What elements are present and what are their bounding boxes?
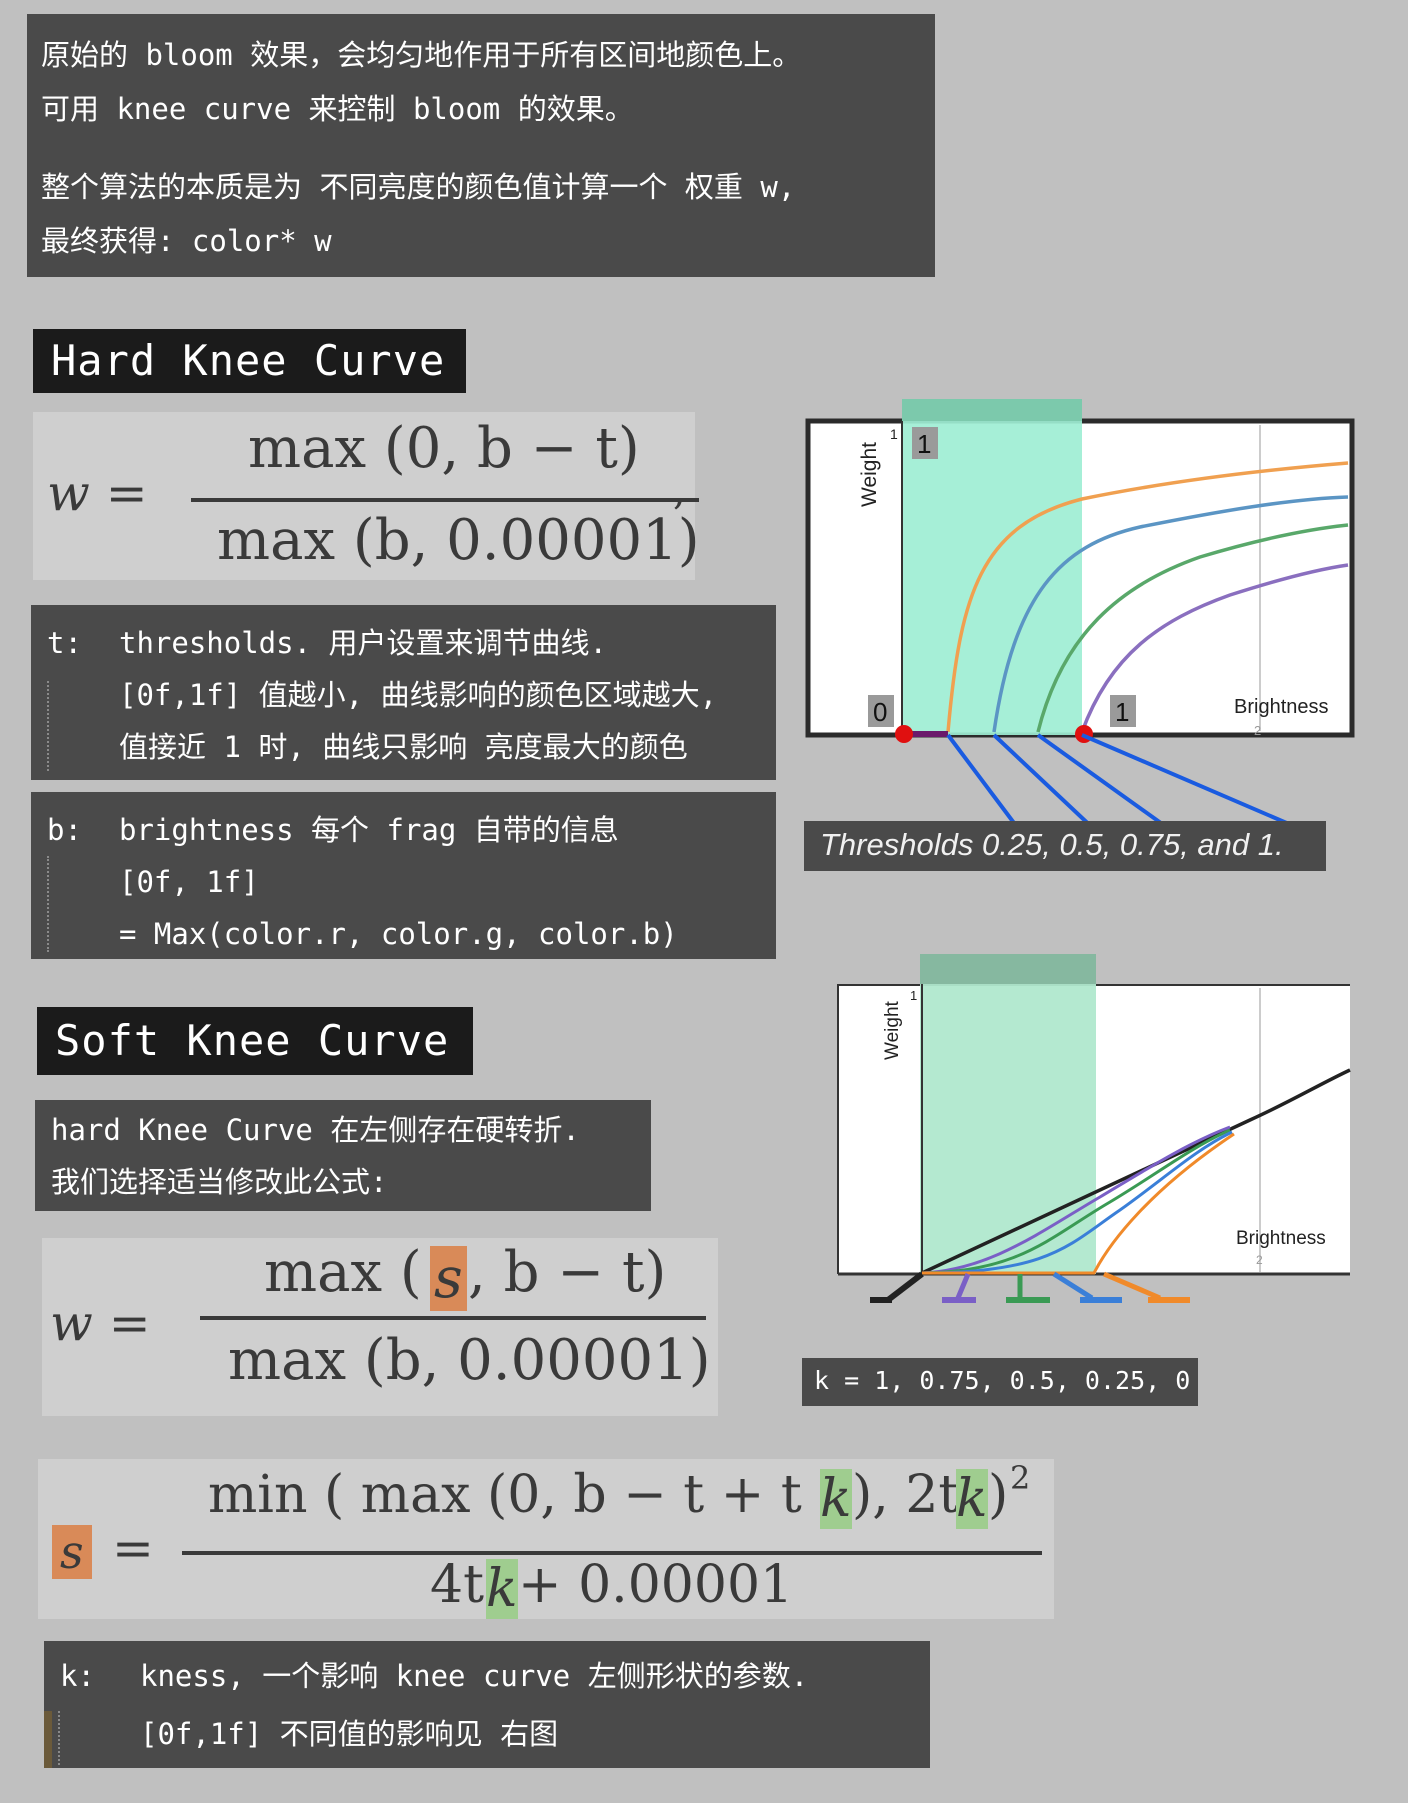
formula-numerator-pre: max ( xyxy=(264,1240,422,1305)
curve-k-0 xyxy=(922,1132,1235,1275)
soft-knee-chart: Weight 1 Brightness 2 xyxy=(837,954,1351,1303)
formula-numerator: max (0, b − t) xyxy=(248,416,640,481)
formula-k-2: k xyxy=(956,1469,988,1529)
soft-note-line-1: hard Knee Curve 在左侧存在硬转折. xyxy=(51,1113,580,1147)
soft-note-line-2: 我们选择适当修改此公式: xyxy=(51,1165,388,1199)
def-t-line-2: [0f,1f] 值越小, 曲线影响的颜色区域越大, xyxy=(119,678,718,712)
def-k-key: k: xyxy=(60,1659,95,1693)
def-k-line-1: kness, 一个影响 knee curve 左侧形状的参数. xyxy=(140,1659,809,1693)
curve-k-1 xyxy=(921,1068,1351,1275)
def-b-line-2: [0f, 1f] xyxy=(119,865,259,899)
soft-knee-formula-s: s = min ( max (0, b − t + t k ), 2t k ) … xyxy=(38,1459,1054,1619)
pointer-line-2 xyxy=(992,733,1098,833)
pointer-k-0.75 xyxy=(955,1273,971,1299)
hard-knee-heading: Hard Knee Curve xyxy=(33,329,466,393)
def-t-line-1: thresholds. 用户设置来调节曲线. xyxy=(119,626,607,660)
formula-denominator: max (b, 0.00001) xyxy=(217,508,700,573)
pointer-line-1 xyxy=(946,733,1022,833)
formula-num-a: min ( max (0, b − t + t xyxy=(208,1465,802,1525)
formula-equals: = xyxy=(112,1519,154,1577)
hard-chart-caption: Thresholds 0.25, 0.5, 0.75, and 1. xyxy=(820,827,1284,862)
intro-line-1: 原始的 bloom 效果，会均匀地作用于所有区间地颜色上。 xyxy=(41,38,802,72)
formula-denominator: max (b, 0.00001) xyxy=(228,1328,711,1393)
x-tick-2: 2 xyxy=(1254,723,1261,738)
tag-one: 1 xyxy=(1115,697,1129,727)
def-b-key: b: xyxy=(47,813,82,847)
indent-guide xyxy=(58,1711,60,1765)
curve-threshold-0.75 xyxy=(1036,523,1349,733)
curve-threshold-1 xyxy=(1080,563,1349,733)
soft-knee-formula-w: w = max ( s , b − t) max (b, 0.00001) xyxy=(42,1238,718,1416)
def-b-line-1: brightness 每个 frag 自带的信息 xyxy=(119,813,619,847)
y-axis-label: Weight xyxy=(858,442,881,507)
formula-comma: , xyxy=(673,468,686,514)
soft-knee-heading: Soft Knee Curve xyxy=(37,1007,473,1075)
pointer-k-0.25 xyxy=(1052,1271,1094,1301)
formula-numerator-post: , b − t) xyxy=(468,1240,667,1305)
y-tick-1: 1 xyxy=(910,988,917,1003)
x-axis-label: Brightness xyxy=(1236,1228,1326,1249)
tag-zero-bg xyxy=(868,695,894,727)
pointer-k-0 xyxy=(1103,1271,1161,1301)
soft-chart-caption-box: k = 1, 0.75, 0.5, 0.25, 0 xyxy=(802,1358,1198,1406)
formula-num-b: ), 2t xyxy=(852,1465,960,1525)
soft-chart-caption: k = 1, 0.75, 0.5, 0.25, 0 xyxy=(814,1366,1191,1395)
fraction-line xyxy=(182,1551,1042,1555)
indent-marker xyxy=(44,1711,52,1768)
knee-band xyxy=(920,954,1096,1274)
soft-note: hard Knee Curve 在左侧存在硬转折. 我们选择适当修改此公式: xyxy=(35,1100,651,1211)
pointer-line-4 xyxy=(1081,733,1297,829)
pointer-k-1 xyxy=(886,1271,924,1303)
curve-k-0.25 xyxy=(921,1130,1233,1275)
pointer-line-3 xyxy=(1036,733,1174,833)
formula-num-c: ) xyxy=(988,1465,1009,1525)
formula-k-1: k xyxy=(820,1469,852,1529)
x-axis-label: Brightness xyxy=(1234,696,1329,718)
formula-k-3: k xyxy=(486,1559,518,1619)
formula-den-b: + 0.00001 xyxy=(518,1555,794,1615)
fraction-line xyxy=(191,498,699,502)
y-axis-label: Weight xyxy=(882,1000,903,1060)
def-t-line-3: 值接近 1 时, 曲线只影响 亮度最大的颜色 xyxy=(119,730,688,764)
definition-k: k: kness, 一个影响 knee curve 左侧形状的参数. [0f,1f… xyxy=(44,1641,930,1768)
intro-box: 原始的 bloom 效果，会均匀地作用于所有区间地颜色上。 可用 knee cu… xyxy=(27,14,935,277)
intro-line-2: 可用 knee curve 来控制 bloom 的效果。 xyxy=(41,92,634,126)
fraction-line xyxy=(200,1316,706,1320)
y-tick-1: 1 xyxy=(890,426,898,442)
tag-zero: 0 xyxy=(873,697,887,727)
tag-top-bg xyxy=(912,427,938,459)
tag-top: 1 xyxy=(917,429,931,459)
curve-k-0.5 xyxy=(921,1128,1231,1275)
indent-guide xyxy=(47,681,49,771)
formula-lhs: w = xyxy=(50,1294,151,1352)
hard-knee-formula: w = max (0, b − t) max (b, 0.00001) , xyxy=(33,412,700,580)
formula-s-highlight: s xyxy=(430,1246,467,1311)
definition-t: t: thresholds. 用户设置来调节曲线. [0f,1f] 值越小, 曲线… xyxy=(31,605,776,780)
definition-b: b: brightness 每个 frag 自带的信息 [0f, 1f] = Ma… xyxy=(31,792,776,959)
curve-k-0.75 xyxy=(921,1125,1231,1275)
hard-chart-caption-box: Thresholds 0.25, 0.5, 0.75, and 1. xyxy=(804,821,1326,871)
tag-one-bg xyxy=(1110,695,1136,727)
indent-guide xyxy=(47,856,49,952)
knee-band-top xyxy=(920,954,1096,984)
intro-line-4: 最终获得: color* w xyxy=(41,224,332,258)
point-left xyxy=(895,725,913,743)
def-b-line-3: = Max(color.r, color.g, color.b) xyxy=(119,917,678,951)
threshold-band-top xyxy=(902,399,1082,421)
curve-threshold-0.5 xyxy=(992,495,1349,733)
def-t-key: t: xyxy=(47,626,82,660)
formula-superscript: 2 xyxy=(1010,1459,1031,1497)
formula-lhs: w = xyxy=(47,464,148,522)
hard-knee-chart: Weight 1 1 0 1 Brightness 2 xyxy=(805,399,1355,833)
intro-line-3: 整个算法的本质是为 不同亮度的颜色值计算一个 权重 w, xyxy=(41,170,796,204)
curve-threshold-0.25 xyxy=(946,461,1349,733)
formula-s-lhs: s xyxy=(52,1525,92,1579)
formula-den-a: 4t xyxy=(430,1555,484,1615)
def-k-line-2: [0f,1f] 不同值的影响见 右图 xyxy=(140,1717,559,1751)
x-tick-2: 2 xyxy=(1256,1253,1263,1267)
